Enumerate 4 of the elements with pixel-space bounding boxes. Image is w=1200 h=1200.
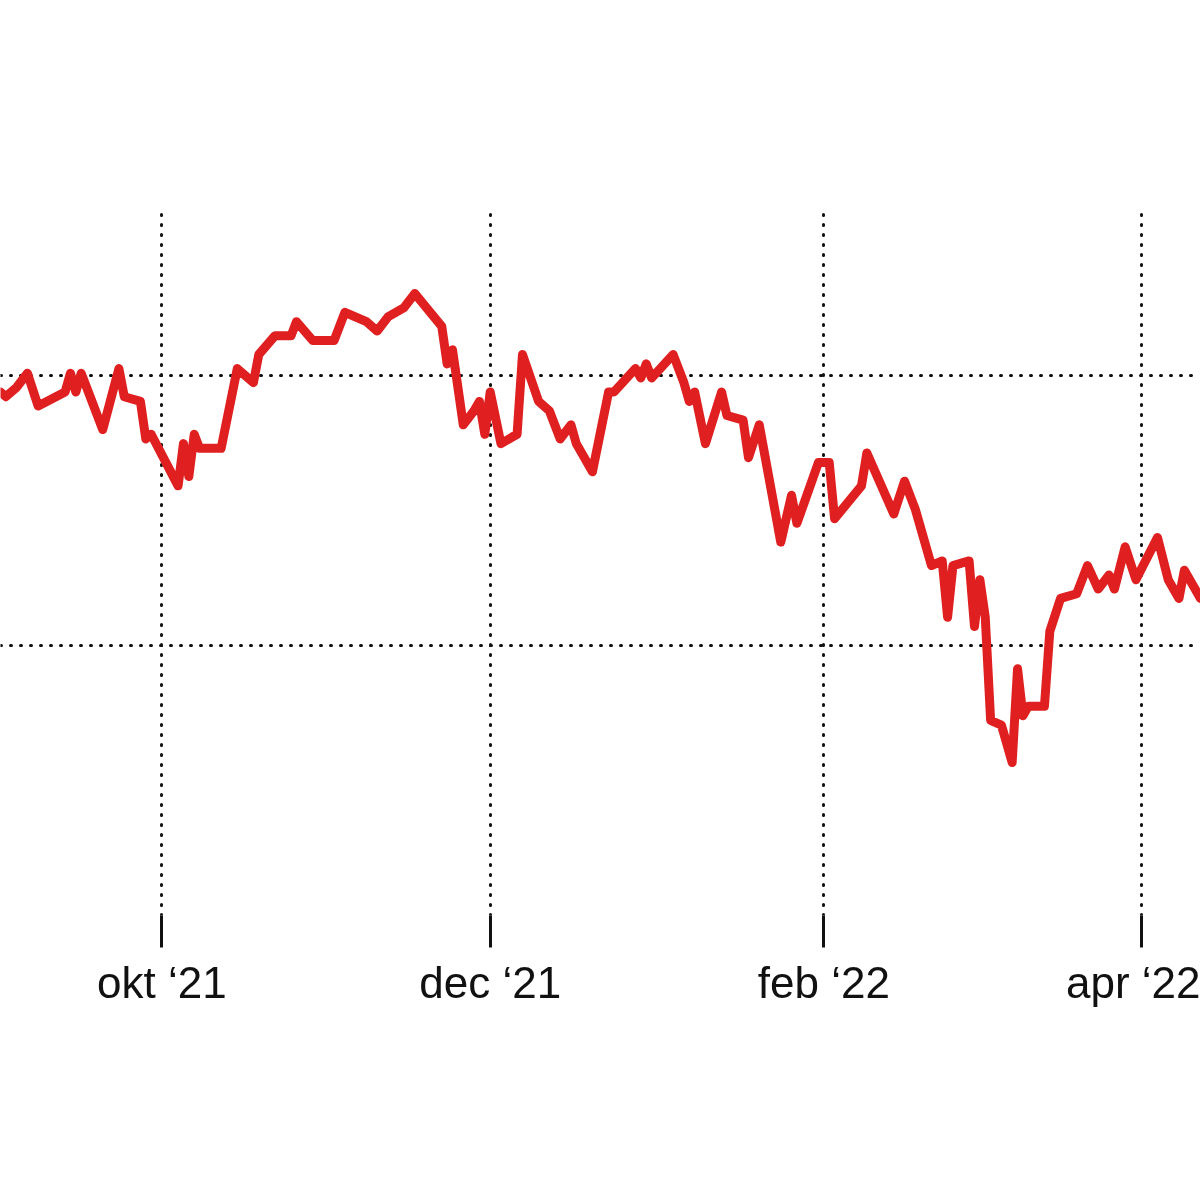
- x-tick-label: apr ‘22: [1065, 957, 1200, 1007]
- x-tick-label: feb ‘22: [757, 957, 890, 1007]
- x-tick-label: dec ‘21: [419, 957, 562, 1007]
- x-tick-label: okt ‘21: [97, 957, 227, 1007]
